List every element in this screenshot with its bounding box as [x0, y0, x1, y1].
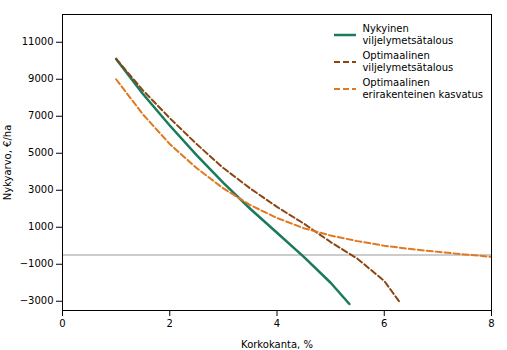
svg-text:Korkokanta, %: Korkokanta, % — [241, 339, 313, 350]
html-text:Optimaalinen viljelymetsätalou: Optimaalinen viljelymetsätalous — [362, 50, 454, 73]
html-text:Nykyinen viljelymetsätalous: Nykyinen viljelymetsätalous — [362, 23, 454, 46]
html-text:Optimaalinen erirakenteinen ka: Optimaalinen erirakenteinen kasvatus — [362, 77, 483, 100]
svg-text:−1000: −1000 — [20, 258, 54, 269]
svg-text:3000: 3000 — [28, 184, 53, 195]
svg-text:8: 8 — [488, 318, 494, 329]
svg-text:11000: 11000 — [22, 36, 54, 47]
svg-text:−3000: −3000 — [20, 295, 54, 306]
svg-text:2: 2 — [167, 318, 173, 329]
svg-text:Nykyarvo, €/ha: Nykyarvo, €/ha — [2, 125, 13, 201]
svg-text:5000: 5000 — [28, 147, 53, 158]
svg-text:1000: 1000 — [28, 221, 53, 232]
svg-text:4: 4 — [274, 318, 280, 329]
svg-text:0: 0 — [59, 318, 65, 329]
svg-text:6: 6 — [381, 318, 387, 329]
svg-text:7000: 7000 — [28, 110, 53, 121]
svg-text:9000: 9000 — [28, 73, 53, 84]
